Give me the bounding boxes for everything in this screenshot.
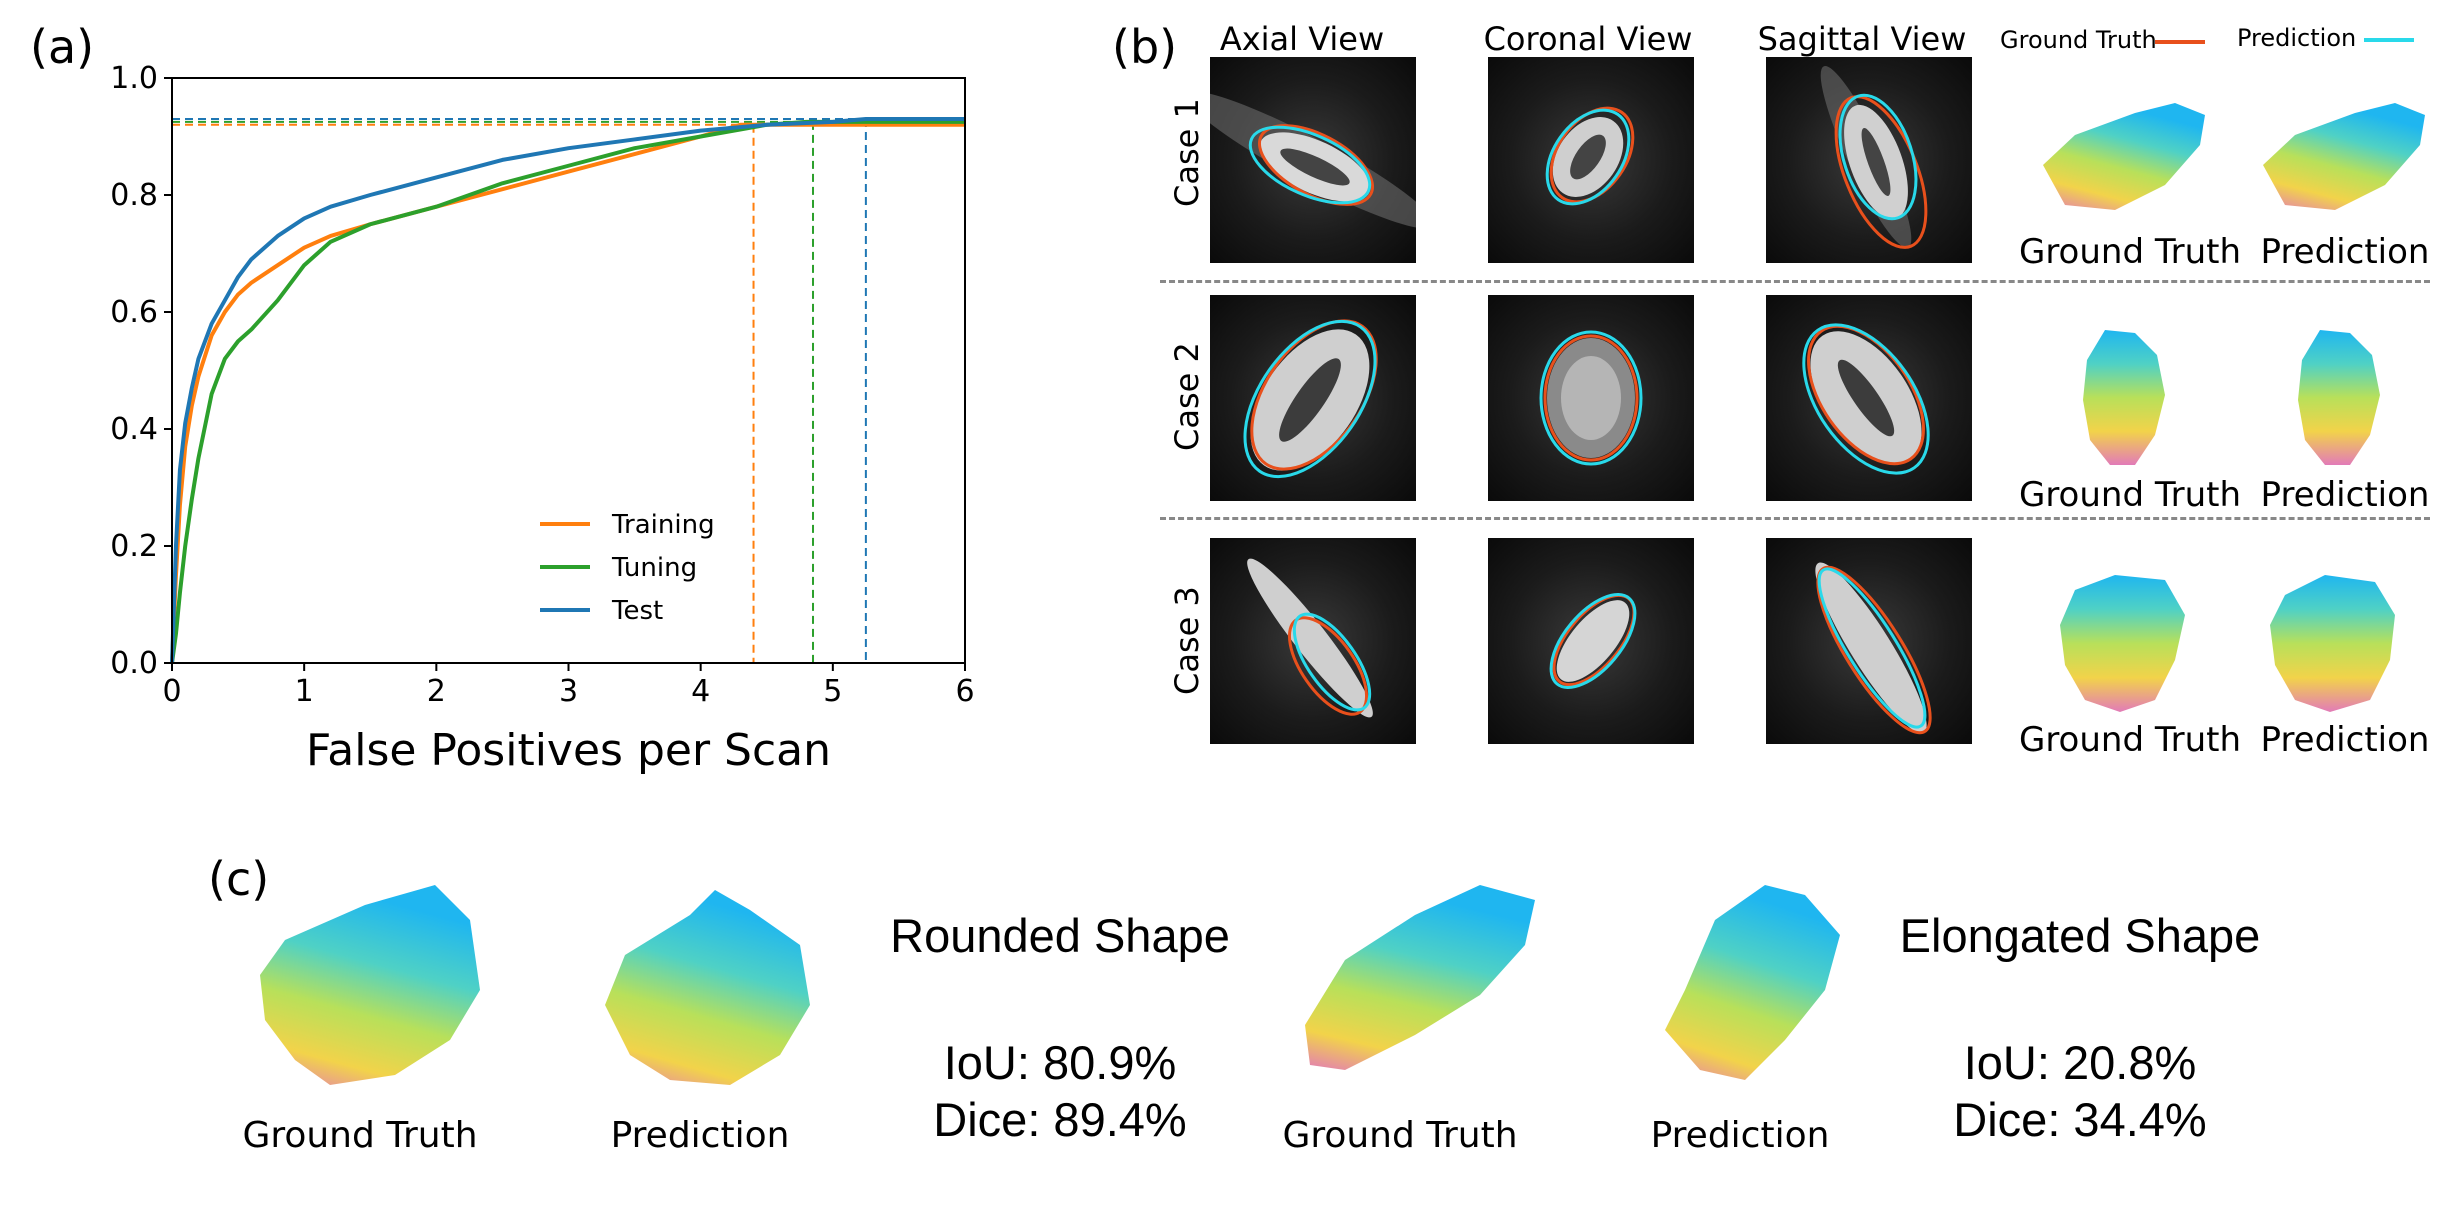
case-2-pred-caption: Prediction — [2260, 475, 2430, 515]
case-divider-2 — [1160, 517, 2430, 520]
rounded-shape-title: Rounded Shape — [890, 909, 1230, 962]
case-2-sagittal-image — [1766, 295, 1972, 501]
x-tick-label: 2 — [427, 674, 446, 709]
y-tick-label: 0.2 — [110, 529, 158, 564]
elongated-iou: IoU: 20.8% — [1963, 1036, 2197, 1089]
elongated-shape-title: Elongated Shape — [1899, 909, 2261, 962]
case-3-axial-image — [1210, 538, 1416, 744]
x-tick-label: 4 — [691, 674, 710, 709]
y-tick-label: 1.0 — [110, 61, 158, 96]
series-line-training — [170, 122, 965, 664]
case-2-gt-mesh — [2083, 330, 2165, 465]
case-3-pred-mesh — [2270, 575, 2395, 712]
elongated-pred-mesh — [1665, 885, 1840, 1080]
x-tick-label: 5 — [823, 674, 842, 709]
view-title-coronal: Coronal View — [1483, 20, 1693, 58]
panel-c-letter: (c) — [208, 852, 270, 906]
elongated-gt-caption: Ground Truth — [1282, 1115, 1518, 1156]
panel-b-letter: (b) — [1112, 20, 1178, 74]
case-3-sagittal-image — [1766, 538, 1972, 744]
case-3-gt-mesh — [2060, 575, 2185, 712]
x-tick-label: 1 — [295, 674, 314, 709]
rounded-dice: Dice: 89.4% — [933, 1093, 1187, 1146]
case-1-gt-mesh — [2043, 103, 2205, 210]
case-divider-1 — [1160, 280, 2430, 283]
case-1-axial-image — [1210, 57, 1416, 263]
view-title-axial: Axial View — [1219, 20, 1385, 58]
y-tick-label: 0.8 — [110, 178, 158, 213]
elongated-gt-mesh — [1305, 885, 1535, 1070]
case-2-pred-mesh — [2298, 330, 2380, 465]
case-1-sagittal-image — [1766, 57, 1972, 263]
series-line-tuning — [170, 119, 965, 664]
legend-prediction-label: Prediction — [2237, 24, 2357, 52]
rounded-pred-mesh — [605, 890, 810, 1085]
panel-a-letter: (a) — [30, 20, 95, 74]
legend-label-training: Training — [611, 510, 715, 540]
case-1-coronal-image — [1488, 57, 1694, 263]
y-tick-label: 0.4 — [110, 412, 158, 447]
case-1-gt-caption: Ground Truth — [2018, 232, 2242, 272]
view-title-sagittal: Sagittal View — [1757, 20, 1967, 58]
case-3-pred-caption: Prediction — [2260, 720, 2430, 760]
x-tick-label: 0 — [162, 674, 181, 709]
legend-label-tuning: Tuning — [611, 553, 697, 583]
legend-ground-truth-swatch — [2155, 40, 2205, 44]
series-line-test — [170, 116, 965, 664]
case-1-pred-caption: Prediction — [2260, 232, 2430, 272]
y-tick-label: 0.6 — [110, 295, 158, 330]
x-axis-label: False Positives per Scan — [306, 725, 831, 776]
case-2-axial-image — [1210, 295, 1416, 501]
rounded-pred-caption: Prediction — [610, 1115, 790, 1156]
case-2-gt-caption: Ground Truth — [2018, 475, 2242, 515]
y-tick-label: 0.0 — [110, 646, 158, 681]
x-tick-label: 6 — [955, 674, 974, 709]
case-3-label: Case 3 — [1168, 586, 1206, 695]
case-2-label: Case 2 — [1168, 342, 1206, 451]
case-3-coronal-image — [1488, 538, 1694, 744]
rounded-iou: IoU: 80.9% — [943, 1036, 1177, 1089]
x-tick-label: 3 — [559, 674, 578, 709]
case-1-pred-mesh — [2263, 103, 2425, 210]
case-3-gt-caption: Ground Truth — [2018, 720, 2242, 760]
rounded-gt-mesh — [260, 885, 480, 1085]
elongated-pred-caption: Prediction — [1650, 1115, 1830, 1156]
case-1-label: Case 1 — [1168, 98, 1206, 207]
rounded-gt-caption: Ground Truth — [242, 1115, 478, 1156]
roc-chart: 0 1 2 3 4 5 6 0.0 0.2 0.4 0.6 0.8 1.0 False Positives… — [110, 61, 974, 776]
legend-ground-truth-label: Ground Truth — [2000, 26, 2157, 54]
legend-prediction-swatch — [2364, 38, 2414, 42]
elongated-dice: Dice: 34.4% — [1953, 1093, 2207, 1146]
case-2-coronal-image — [1488, 295, 1694, 501]
legend-label-test: Test — [611, 596, 663, 626]
